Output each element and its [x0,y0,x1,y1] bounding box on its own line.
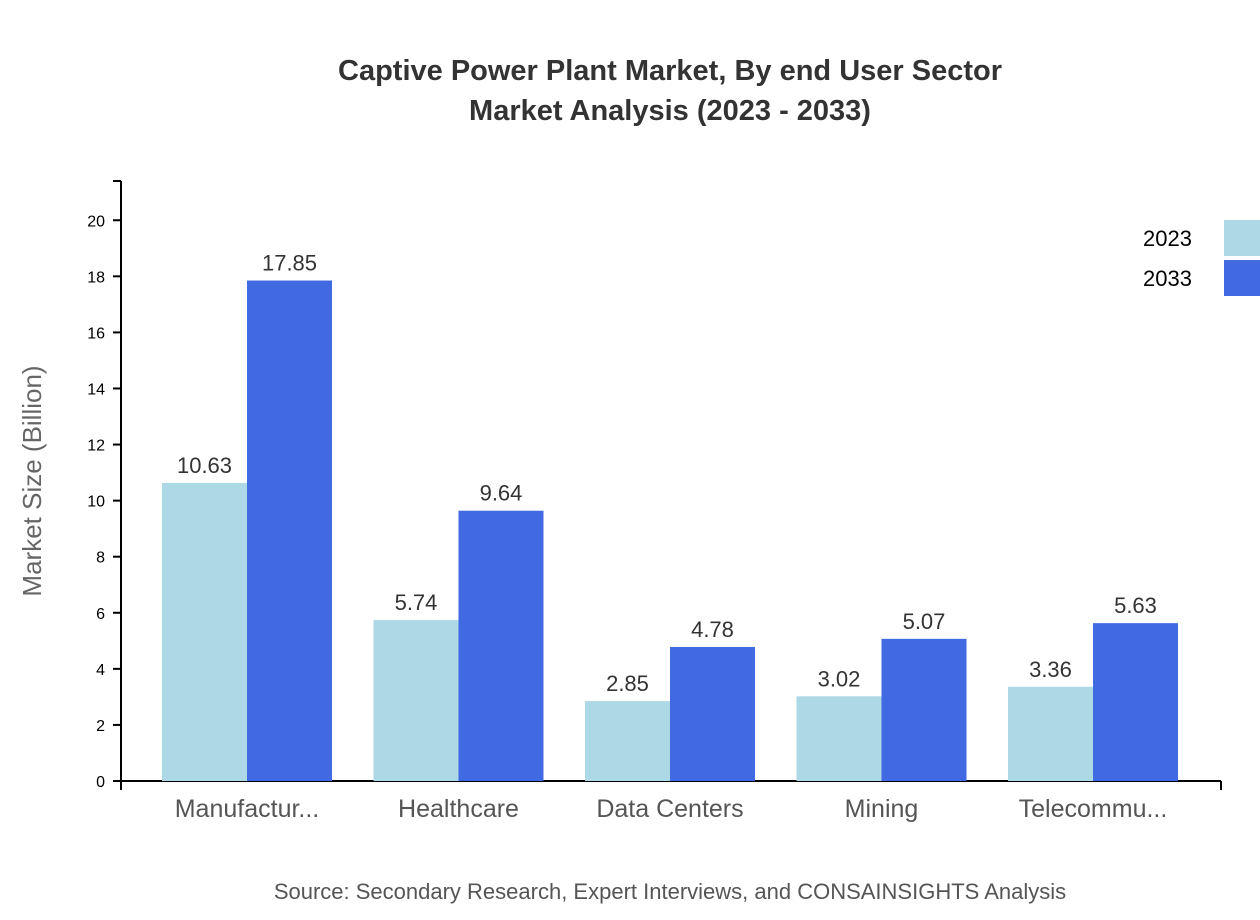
data-label-2023: 10.63 [177,453,232,478]
y-tick-label: 6 [96,606,105,623]
data-label-2033: 4.78 [691,617,734,642]
bar-2033 [247,280,332,781]
data-label-2023: 3.02 [818,666,861,691]
y-tick-label: 8 [96,550,105,567]
data-label-2023: 2.85 [606,671,649,696]
bar-2033 [458,510,544,781]
x-tick-label: Manufactur... [175,795,320,823]
legend-label-2023: 2023 [1143,226,1192,251]
bar-2033 [1093,623,1178,781]
data-label-2023: 3.36 [1029,657,1072,682]
y-tick-label: 4 [96,662,105,679]
data-label-2023: 5.74 [395,590,438,615]
source-note: Source: Secondary Research, Expert Inter… [274,879,1066,904]
legend-swatch-2023 [1224,220,1260,256]
data-label-2033: 17.85 [262,251,317,276]
y-tick-label: 18 [87,269,105,286]
bar-2033 [670,646,755,781]
y-axis-label: Market Size (Billion) [17,365,47,596]
legend-label-2033: 2033 [1143,266,1192,291]
y-tick-label: 16 [87,325,105,342]
bar-2023 [1008,686,1093,781]
x-tick-label: Telecommu... [1019,795,1168,823]
x-tick-label: Mining [845,795,919,823]
bar-2023 [585,701,670,781]
bar-2023 [796,696,882,781]
y-tick-label: 12 [87,438,105,455]
data-label-2033: 5.63 [1114,593,1157,618]
x-tick-label: Healthcare [398,795,519,823]
data-label-2033: 9.64 [480,481,523,506]
bar-2023 [373,620,459,781]
chart-title-line2: Market Analysis (2023 - 2033) [469,95,871,127]
legend-swatch-2033 [1224,260,1260,296]
y-tick-label: 2 [96,718,105,735]
y-tick-label: 20 [87,213,105,230]
y-tick-label: 10 [87,494,105,511]
y-tick-label: 14 [87,381,105,398]
y-tick-label: 0 [96,774,105,791]
chart-title-line1: Captive Power Plant Market, By end User … [338,55,1002,87]
data-label-2033: 5.07 [903,609,946,634]
bar-2023 [162,482,247,781]
bar-2033 [881,638,967,781]
x-tick-label: Data Centers [596,795,743,823]
